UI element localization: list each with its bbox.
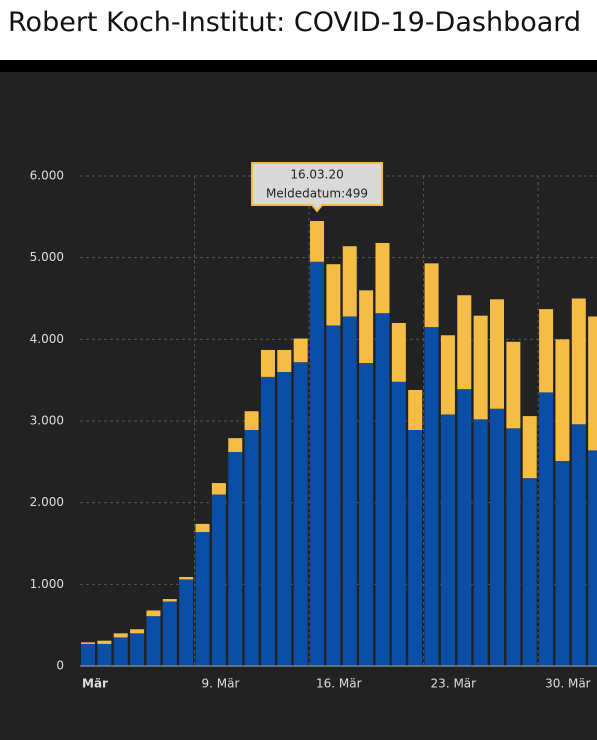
tooltip: 16.03.20 Meldedatum:499 bbox=[251, 161, 384, 213]
bar-segment bbox=[81, 642, 95, 644]
bar-segment bbox=[588, 316, 597, 451]
bar-segment bbox=[97, 640, 112, 644]
bar-segment bbox=[162, 601, 177, 666]
bar-segment bbox=[97, 643, 112, 666]
x-tick-label: 16. Mär bbox=[316, 677, 362, 691]
bar-segment bbox=[391, 323, 406, 382]
bar-segment bbox=[408, 389, 423, 430]
bar-segment bbox=[571, 298, 586, 425]
bar-segment bbox=[162, 599, 177, 602]
bar-segment bbox=[228, 438, 243, 453]
bar-segment bbox=[424, 263, 439, 328]
bar-segment bbox=[113, 633, 128, 638]
bar-segment bbox=[228, 452, 243, 666]
y-tick-label: 5.000 bbox=[30, 250, 64, 264]
bar-segment bbox=[146, 616, 161, 666]
bar-segment bbox=[244, 429, 259, 666]
bar-segment bbox=[490, 408, 504, 666]
bar-segment bbox=[293, 362, 308, 666]
bar-segment bbox=[326, 325, 341, 666]
x-tick-label: 30. Mär bbox=[545, 677, 591, 691]
bar-segment bbox=[211, 483, 226, 495]
bar-segment bbox=[457, 295, 472, 390]
title-bar: Robert Koch-Institut: COVID-19-Dashboard bbox=[0, 0, 597, 60]
bar-segment bbox=[277, 372, 292, 666]
bar-segment bbox=[81, 643, 95, 666]
bar-segment bbox=[522, 478, 537, 666]
bar-segment bbox=[113, 637, 128, 666]
bar-segment bbox=[146, 610, 161, 617]
bar-segment bbox=[539, 392, 554, 666]
bar-segment bbox=[359, 290, 374, 364]
bar-segment bbox=[244, 411, 259, 430]
bar-segment bbox=[473, 315, 488, 420]
x-tick-label: 23. Mär bbox=[431, 677, 477, 691]
bar-segment bbox=[195, 532, 210, 666]
bar-segment bbox=[571, 424, 586, 666]
y-tick-label: 3.000 bbox=[30, 414, 64, 428]
bar-segment bbox=[555, 461, 570, 666]
y-tick-label: 2.000 bbox=[30, 495, 64, 509]
bar-segment bbox=[211, 494, 226, 666]
bar-segment bbox=[310, 220, 325, 262]
bar-segment bbox=[440, 335, 455, 415]
bar-segment bbox=[555, 339, 570, 462]
y-tick-label: 6.000 bbox=[30, 169, 64, 183]
bar-segment bbox=[375, 313, 390, 666]
tooltip-label: Meldedatum:499 bbox=[266, 186, 368, 200]
bar-segment bbox=[130, 629, 145, 634]
bar-segment bbox=[440, 414, 455, 666]
bar-segment bbox=[588, 450, 597, 666]
y-tick-label: 4.000 bbox=[30, 332, 64, 346]
bar-segment bbox=[490, 299, 504, 409]
tooltip-title: 16.03.20 bbox=[290, 167, 343, 181]
bar-segment bbox=[342, 246, 357, 317]
bar-segment bbox=[195, 523, 210, 533]
chart: 0 1.000 2.000 3.000 4.000 5.000 6.000 Mär 9. Mär… bbox=[30, 161, 597, 691]
y-tick-label: 1.000 bbox=[30, 577, 64, 591]
bar-segment bbox=[457, 389, 472, 666]
divider bbox=[0, 60, 597, 72]
y-tick-label: 0 bbox=[56, 659, 64, 673]
bar-segment bbox=[130, 633, 145, 666]
tooltip-box bbox=[251, 161, 384, 213]
bar-segment bbox=[522, 416, 537, 479]
bar-segment bbox=[326, 264, 341, 326]
bar-segment bbox=[506, 428, 521, 666]
x-tick-label: 9. Mär bbox=[202, 677, 240, 691]
bar-segment bbox=[293, 338, 308, 363]
bar-segment bbox=[260, 376, 275, 666]
bar-segment bbox=[260, 349, 275, 377]
bar-segment bbox=[179, 576, 194, 580]
bar-segment bbox=[391, 381, 406, 666]
bar-segment bbox=[506, 341, 521, 429]
bar-segment bbox=[359, 363, 374, 666]
bar-segment bbox=[408, 429, 423, 666]
bar-segment bbox=[342, 316, 357, 666]
bar-segment bbox=[424, 327, 439, 666]
bar-segment bbox=[473, 419, 488, 666]
x-tick-label: Mär bbox=[82, 677, 108, 691]
bar-segment bbox=[179, 579, 194, 666]
bar-segment bbox=[310, 261, 325, 666]
bar-segment bbox=[277, 349, 292, 372]
bar-segment bbox=[539, 309, 554, 393]
bar-segment bbox=[375, 242, 390, 314]
